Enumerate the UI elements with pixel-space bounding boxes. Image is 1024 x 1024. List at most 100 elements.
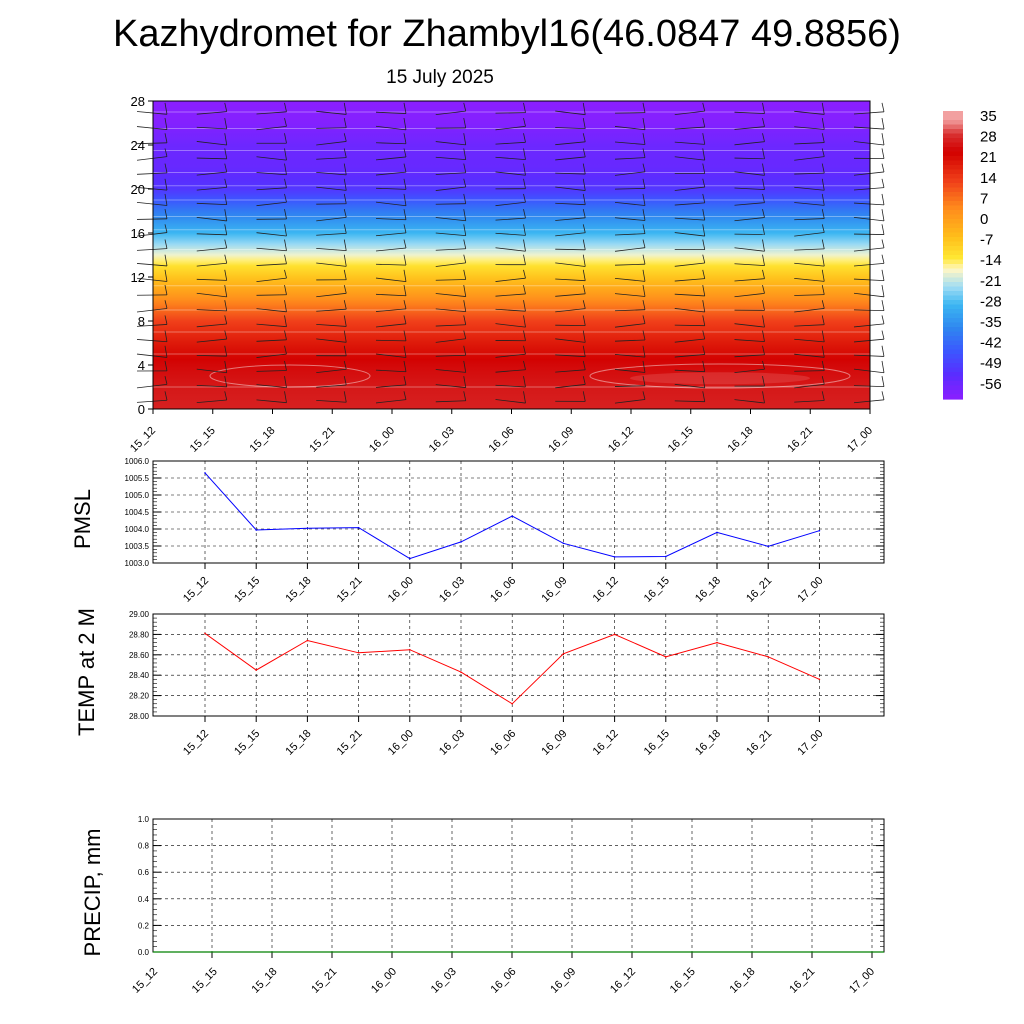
wind-barb-flag (821, 209, 825, 219)
colorbar-bin (943, 156, 963, 162)
wind-barb (256, 232, 287, 237)
colorbar-bin (943, 363, 963, 369)
wind-barb-flag (463, 360, 467, 373)
wind-barb (674, 262, 705, 267)
colorbar-label: -21 (980, 273, 1002, 290)
wind-barb-flag (702, 269, 706, 279)
wind-barb (136, 111, 168, 115)
wind-barb-flag (702, 163, 706, 174)
wind-barb-flag (224, 133, 228, 146)
wind-barb-flag (821, 315, 825, 325)
wind-barb (136, 156, 168, 161)
wind-barb-flag (463, 284, 467, 297)
wind-barb-flag (224, 254, 228, 264)
wind-barb (614, 309, 646, 312)
wind-barb (734, 399, 765, 404)
colorbar-bin (943, 196, 963, 202)
wind-barb (853, 385, 885, 388)
wind-barb (375, 187, 407, 190)
wind-barb-flag (702, 300, 706, 313)
wind-barb (734, 141, 765, 146)
wind-barb-flag (284, 345, 287, 355)
x-tick-label: 16_03 (437, 575, 467, 605)
wind-barb (256, 125, 287, 131)
wind-barb (375, 263, 407, 266)
wind-barb-flag (881, 224, 885, 235)
temp-point (613, 633, 616, 636)
wind-barb-flag (881, 193, 885, 205)
wind-barb (794, 186, 825, 191)
wind-barb-flag (702, 239, 706, 250)
wind-barb (555, 127, 586, 130)
wind-barb (136, 201, 168, 206)
colorbar-bin (943, 142, 963, 148)
wind-barb (196, 278, 227, 281)
wind-barb (614, 385, 646, 387)
wind-barb (316, 247, 347, 252)
temp-point (562, 652, 565, 655)
wind-barb (555, 202, 586, 206)
wind-barb (555, 156, 586, 161)
y-tick-label: 1005.0 (125, 491, 150, 500)
wind-barb (853, 216, 885, 222)
y-tick-label: 28.40 (129, 671, 150, 680)
wind-barb (674, 186, 705, 191)
wind-barb (375, 218, 407, 221)
wind-barb-flag (403, 284, 407, 296)
wind-barb-flag (343, 284, 347, 294)
wind-barb-flag (762, 148, 765, 159)
wind-barb-flag (523, 269, 526, 279)
x-tick-label: 15_12 (128, 425, 158, 455)
wind-barb (196, 111, 227, 115)
wind-barb (614, 277, 646, 282)
wind-barb (495, 308, 526, 312)
wind-barb (375, 384, 407, 388)
wind-barb-flag (284, 300, 287, 312)
wind-barb (495, 247, 526, 252)
pmsl-point (818, 529, 821, 532)
wind-barb-flag (284, 133, 287, 144)
wind-barb-flag (284, 376, 287, 388)
wind-barb (674, 232, 705, 237)
y-tick-label: 4 (138, 358, 145, 373)
pmsl-point (767, 545, 769, 548)
wind-barb-flag (164, 345, 168, 358)
y-tick-label: 24 (131, 138, 145, 153)
wind-barb-flag (642, 193, 646, 206)
wind-barb (435, 248, 466, 251)
wind-barb (495, 171, 526, 176)
wind-barb-flag (343, 224, 347, 234)
wind-barb (734, 323, 765, 328)
wind-barb-flag (702, 117, 706, 128)
x-tick-label: 16_06 (488, 728, 518, 758)
wind-barb (196, 399, 227, 404)
wind-barb-flag (164, 193, 168, 206)
wind-barb-flag (642, 117, 646, 130)
x-tick-label: 16_06 (487, 425, 517, 455)
colorbar-bin (943, 223, 963, 229)
wind-barb (196, 354, 227, 357)
wind-barb-flag (343, 117, 347, 128)
wind-barb (495, 156, 526, 160)
wind-barb-flag (582, 178, 586, 191)
colorbar-bin (943, 295, 963, 301)
wind-barb-flag (642, 360, 646, 373)
wind-barb-flag (821, 300, 825, 309)
wind-barb (375, 323, 407, 328)
colorbar-bin (943, 124, 963, 130)
x-tick-label: 17_00 (795, 575, 825, 605)
x-tick-label: 16_12 (608, 966, 638, 996)
wind-barb (375, 369, 407, 373)
wind-barb-flag (164, 117, 168, 130)
wind-barb (853, 368, 885, 374)
wind-barb-flag (284, 178, 287, 188)
wind-barb-flag (582, 254, 586, 267)
x-tick-label: 17_00 (845, 425, 875, 455)
wind-barb-flag (343, 345, 347, 356)
wind-barb (196, 233, 227, 236)
temp-point (306, 639, 309, 642)
wind-barb-flag (642, 300, 646, 310)
wind-barb-flag (582, 193, 586, 205)
wind-barb-flag (224, 209, 228, 222)
x-tick-label: 16_21 (785, 425, 815, 455)
